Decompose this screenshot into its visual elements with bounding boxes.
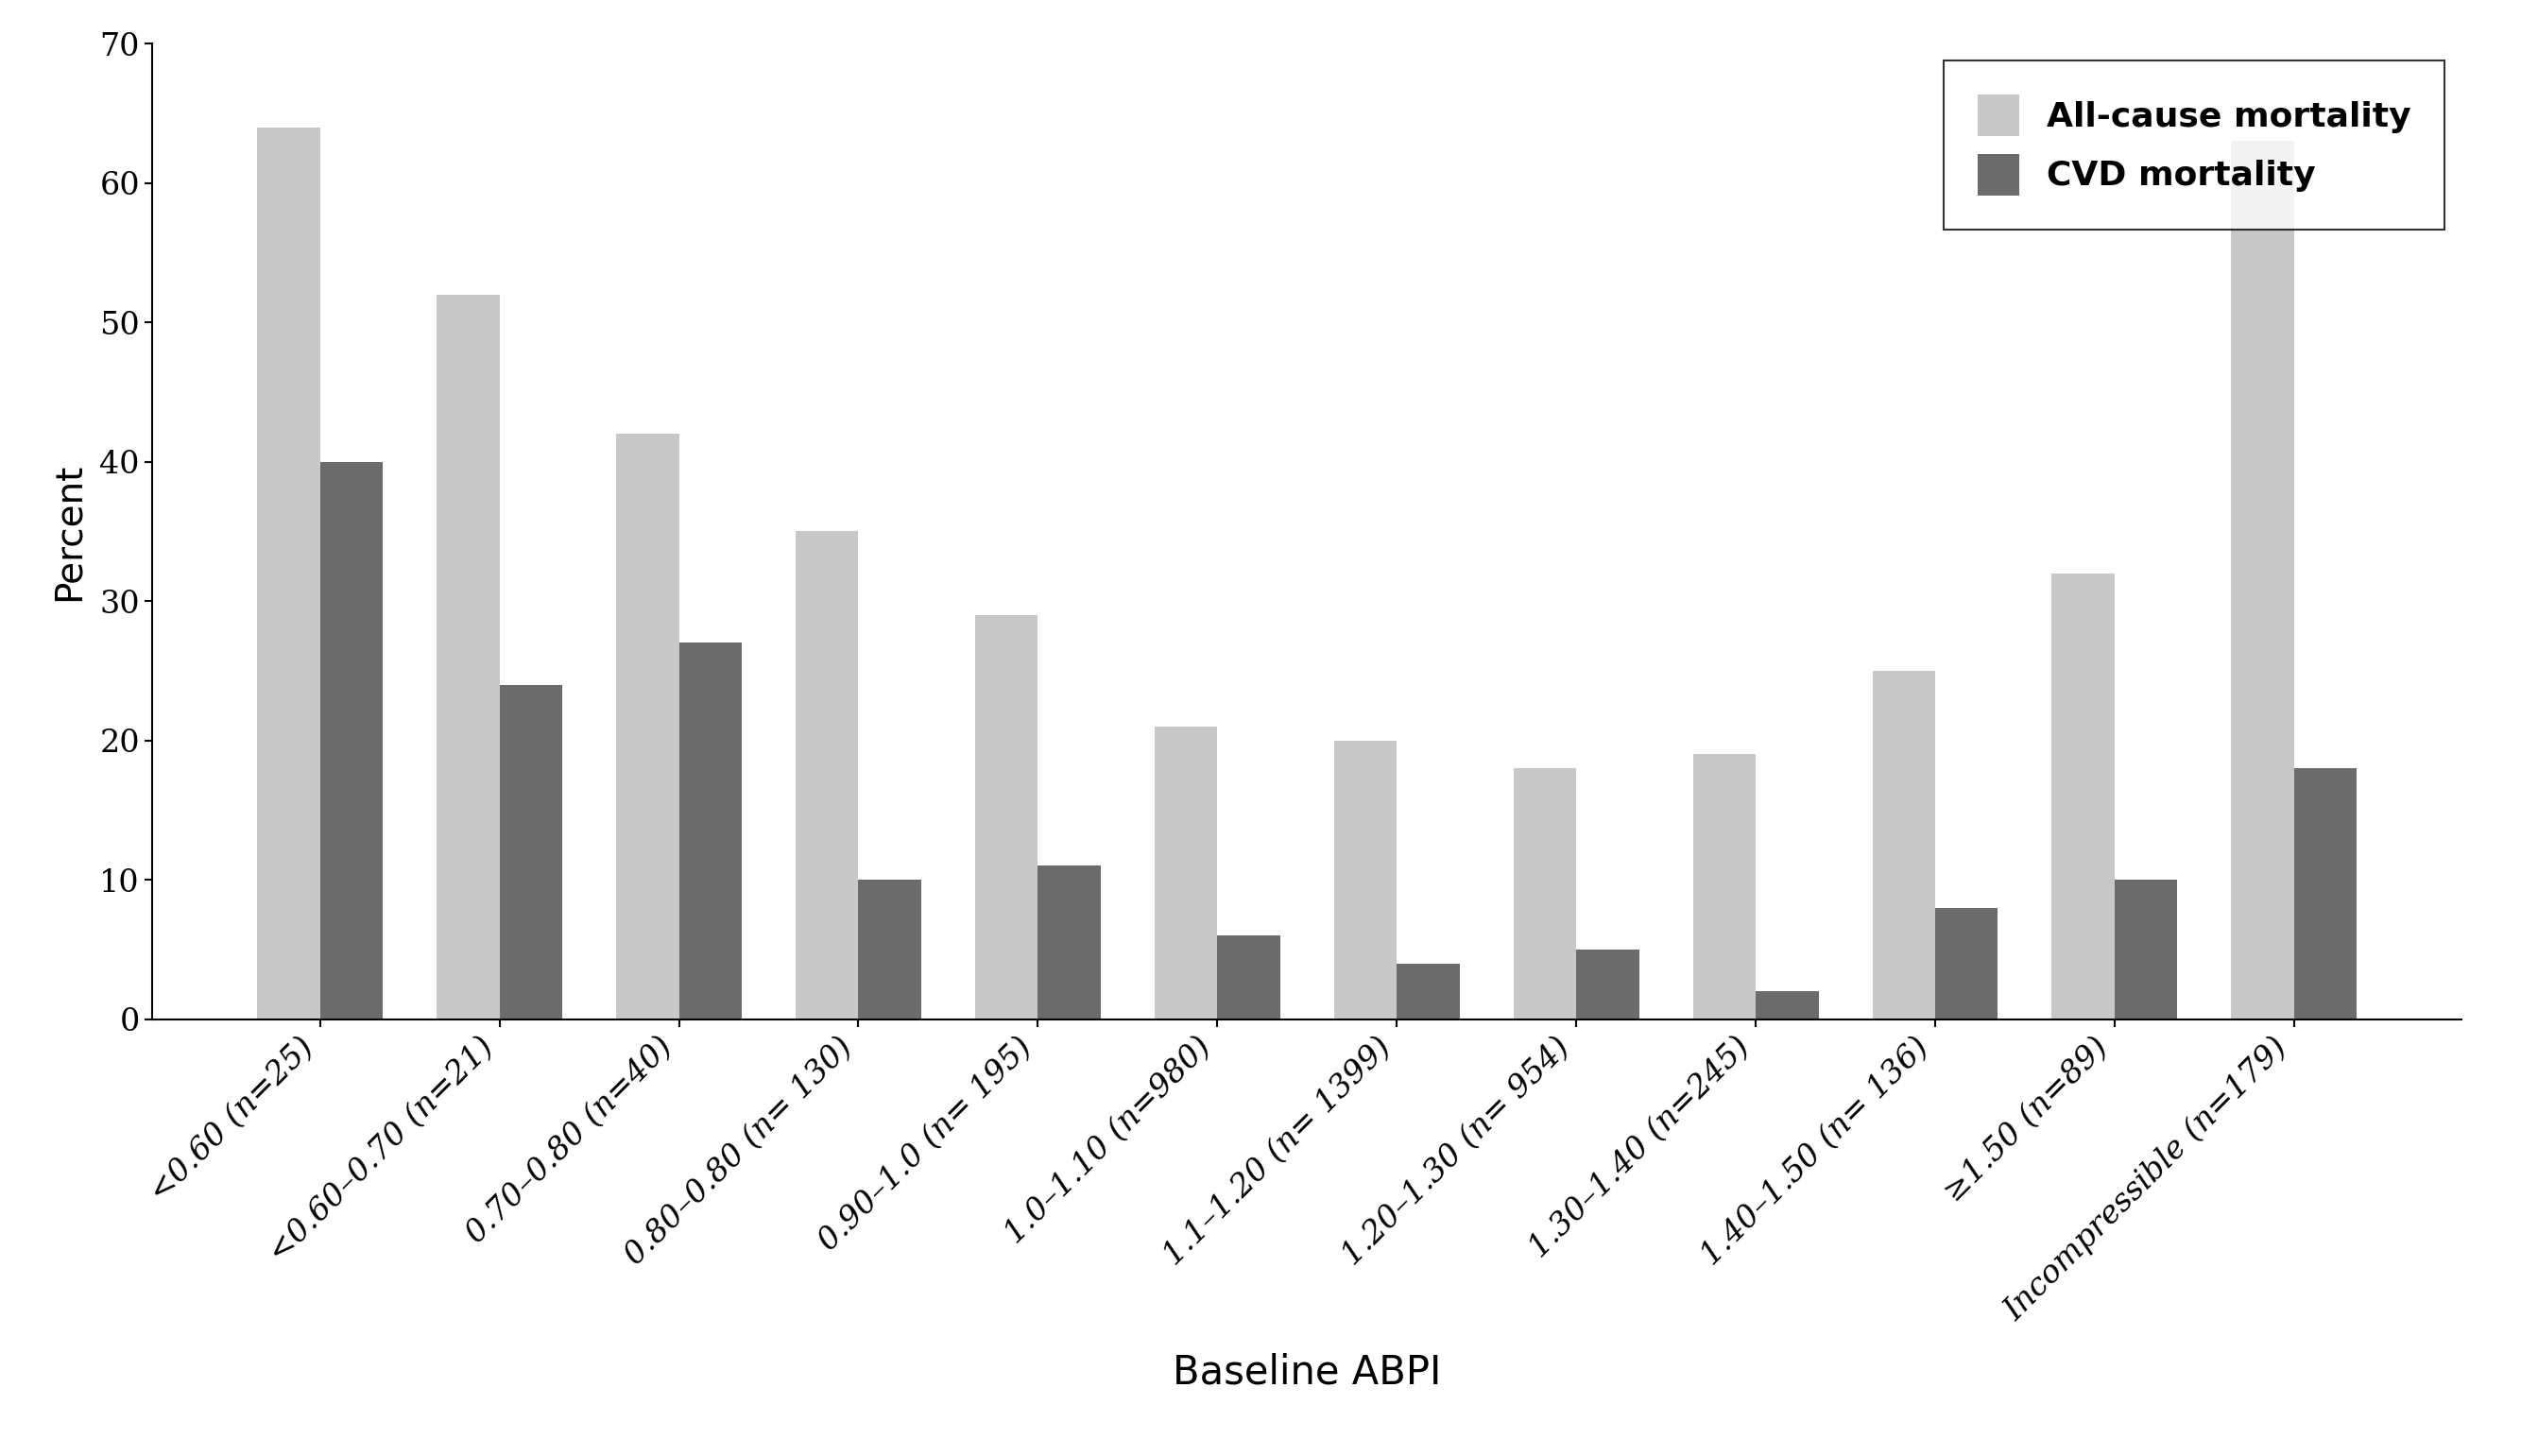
Bar [320, 462, 383, 1019]
Bar [256, 127, 320, 1019]
Bar [1155, 727, 1218, 1019]
Bar [1038, 866, 1101, 1019]
Bar [1934, 907, 1997, 1019]
Bar [2231, 141, 2294, 1019]
Bar [1218, 936, 1279, 1019]
Bar [2294, 769, 2358, 1019]
Bar [1335, 741, 1396, 1019]
Bar [1576, 949, 1640, 1019]
Y-axis label: Percent: Percent [51, 463, 86, 600]
X-axis label: Baseline ABPI: Baseline ABPI [1173, 1353, 1442, 1392]
Bar [1756, 992, 1820, 1019]
Bar [1513, 769, 1576, 1019]
Legend: All-cause mortality, CVD mortality: All-cause mortality, CVD mortality [1944, 61, 2444, 229]
Bar [975, 614, 1038, 1019]
Bar [2114, 879, 2178, 1019]
Bar [500, 684, 563, 1019]
Bar [680, 644, 741, 1019]
Bar [1693, 754, 1756, 1019]
Bar [1873, 671, 1934, 1019]
Bar [794, 531, 858, 1019]
Bar [617, 434, 680, 1019]
Bar [858, 879, 921, 1019]
Bar [437, 294, 500, 1019]
Bar [2051, 574, 2114, 1019]
Bar [1396, 964, 1459, 1019]
